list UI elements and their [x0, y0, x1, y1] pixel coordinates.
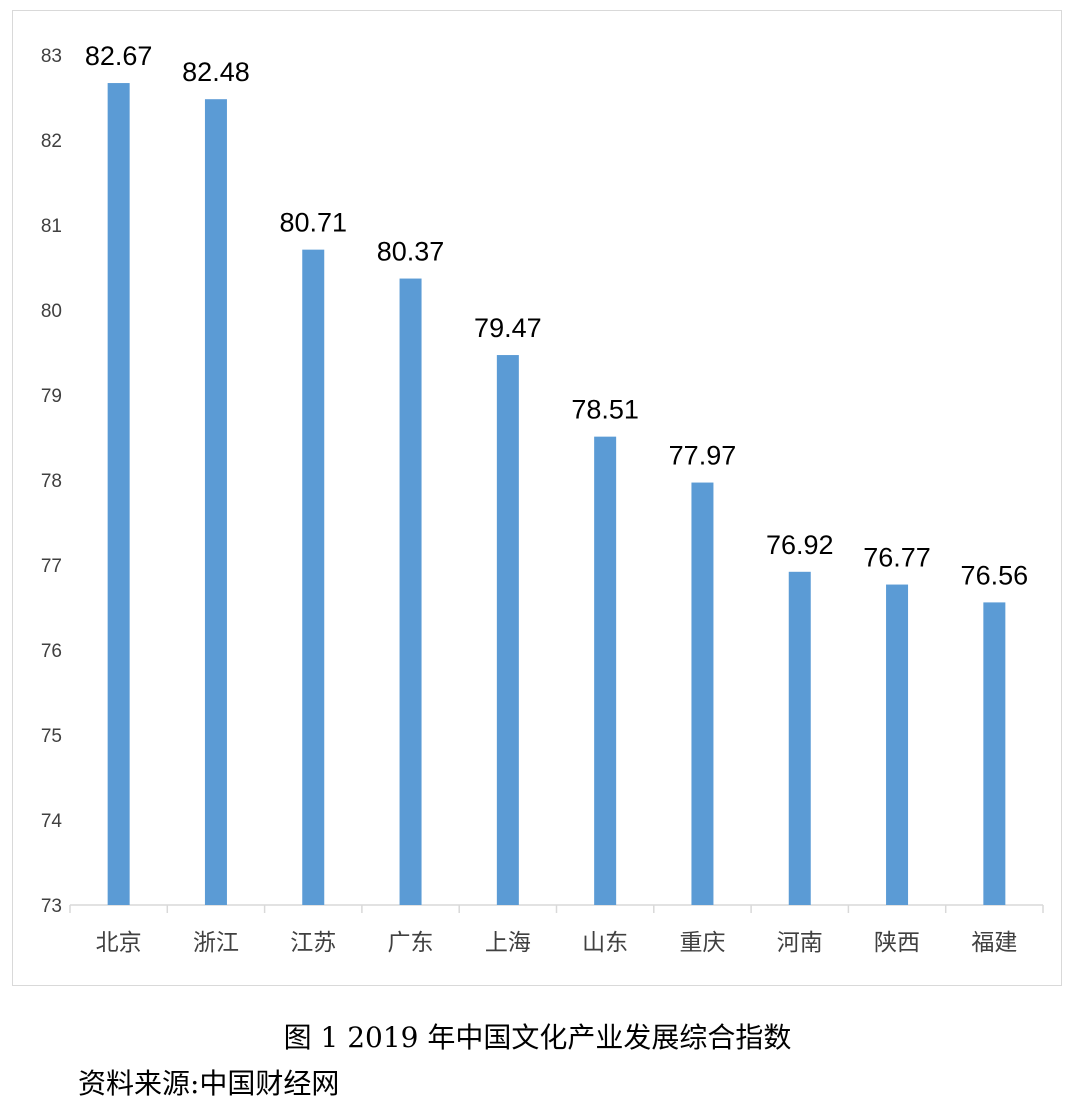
- x-tick-label: 江苏: [290, 930, 336, 956]
- y-tick-label: 83: [41, 46, 62, 67]
- data-label: 76.56: [961, 560, 1029, 590]
- data-label: 79.47: [474, 313, 542, 343]
- bar: [594, 436, 617, 905]
- y-tick-label: 81: [41, 216, 62, 237]
- data-label: 76.92: [766, 530, 834, 560]
- data-label: 82.67: [85, 41, 153, 71]
- bar: [496, 355, 519, 905]
- x-tick-label: 浙江: [193, 930, 239, 956]
- data-label: 80.37: [377, 237, 445, 267]
- y-tick-label: 82: [41, 131, 62, 152]
- x-tick-label: 河南: [777, 930, 823, 956]
- y-tick-label: 75: [41, 726, 62, 747]
- bar: [107, 83, 130, 906]
- data-label: 78.51: [571, 395, 639, 425]
- bar: [788, 571, 811, 905]
- x-tick-label: 福建: [971, 930, 1017, 956]
- data-label: 82.48: [182, 57, 250, 87]
- x-tick-label: 山东: [582, 930, 628, 956]
- bar: [204, 99, 227, 905]
- bar: [691, 482, 714, 905]
- y-tick-label: 80: [41, 301, 62, 322]
- y-tick-label: 77: [41, 556, 62, 577]
- y-tick-label: 74: [41, 811, 63, 832]
- bar: [886, 584, 909, 905]
- data-label: 77.97: [669, 441, 737, 471]
- y-tick-label: 76: [41, 641, 62, 662]
- data-label: 80.71: [279, 208, 347, 238]
- y-tick-label: 78: [41, 471, 62, 492]
- x-tick-label: 上海: [485, 930, 531, 956]
- figure-caption: 图 1 2019 年中国文化产业发展综合指数: [283, 1021, 792, 1054]
- x-tick-label: 广东: [388, 930, 434, 956]
- source-note: 资料来源:中国财经网: [78, 1067, 340, 1100]
- x-tick-label: 北京: [96, 930, 142, 956]
- bar: [983, 602, 1006, 905]
- y-tick-label: 79: [41, 386, 62, 407]
- y-tick-label: 73: [41, 896, 62, 917]
- data-label: 76.77: [863, 543, 931, 573]
- bar: [302, 249, 325, 905]
- x-tick-label: 陕西: [874, 930, 920, 956]
- x-tick-label: 重庆: [679, 930, 725, 956]
- bar: [399, 278, 422, 905]
- bar-chart: 73 74 75 76 77 78 79 80 81 82 83 82.67 北京 82.48 浙江 80.7…: [41, 41, 1044, 956]
